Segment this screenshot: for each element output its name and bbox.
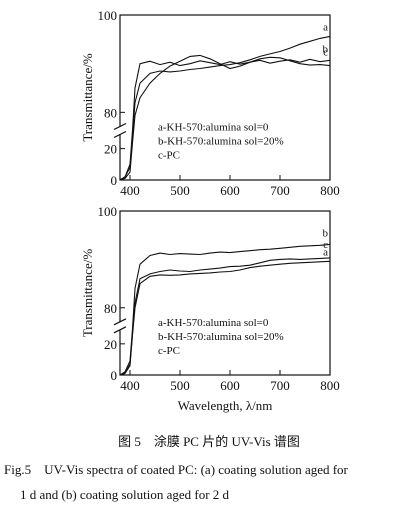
y-tick-label: 80	[104, 105, 117, 120]
x-tick-label: 400	[120, 183, 140, 198]
x-tick-label: 800	[320, 183, 340, 198]
series-label: b	[323, 43, 329, 55]
legend-note: b-KH-570:alumina sol=20%	[158, 135, 284, 147]
spectrum-line	[119, 58, 331, 181]
caption-en: Fig.5 UV-Vis spectra of coated PC: (a) c…	[4, 462, 349, 477]
y-tick-label: 20	[104, 337, 117, 352]
axis-break-mark	[113, 130, 127, 139]
axis-break-gap	[116, 321, 124, 330]
legend-note: c-PC	[158, 149, 180, 161]
series-label: a	[323, 21, 328, 33]
x-tick-label: 500	[170, 183, 190, 198]
spectrum-line	[119, 54, 331, 181]
series-label: c	[323, 239, 328, 251]
plot-frame	[119, 210, 331, 376]
spectrum-line	[119, 243, 331, 376]
x-axis-label: Wavelength, λ/nm	[178, 398, 273, 413]
series-label: a	[323, 246, 328, 258]
x-tick-label: 700	[270, 378, 290, 393]
y-tick-label: 20	[104, 142, 117, 157]
axis-break-mark	[113, 122, 127, 131]
x-tick-label: 400	[120, 378, 140, 393]
series-label: c	[323, 47, 328, 59]
y-tick-label: 100	[98, 204, 118, 219]
axis-break-mark	[113, 326, 127, 334]
axis-break-gap	[116, 126, 124, 135]
spectrum-line	[119, 257, 331, 376]
y-axis-label: Transmittance/%	[80, 249, 95, 338]
y-tick-label: 0	[111, 173, 118, 188]
x-tick-label: 700	[270, 183, 290, 198]
caption-en: 1 d and (b) coating solution aged for 2 …	[20, 487, 230, 502]
axis-break-mark	[113, 318, 127, 326]
y-tick-label: 100	[98, 8, 118, 23]
legend-note: c-PC	[158, 345, 180, 357]
y-tick-label: 80	[104, 301, 117, 316]
x-tick-label: 500	[170, 378, 190, 393]
y-axis-label: Transmittance/%	[80, 53, 95, 142]
series-label: b	[323, 227, 329, 239]
x-tick-label: 800	[320, 378, 340, 393]
spectrum-line	[119, 35, 331, 181]
legend-note: a-KH-570:alumina sol=0	[158, 121, 269, 133]
legend-note: a-KH-570:alumina sol=0	[158, 317, 269, 329]
x-tick-label: 600	[220, 378, 240, 393]
legend-note: b-KH-570:alumina sol=20%	[158, 331, 284, 343]
caption-zh: 图 5 涂膜 PC 片的 UV-Vis 谱图	[118, 434, 300, 449]
plot-frame	[119, 14, 331, 181]
y-tick-label: 0	[111, 368, 118, 383]
x-tick-label: 600	[220, 183, 240, 198]
